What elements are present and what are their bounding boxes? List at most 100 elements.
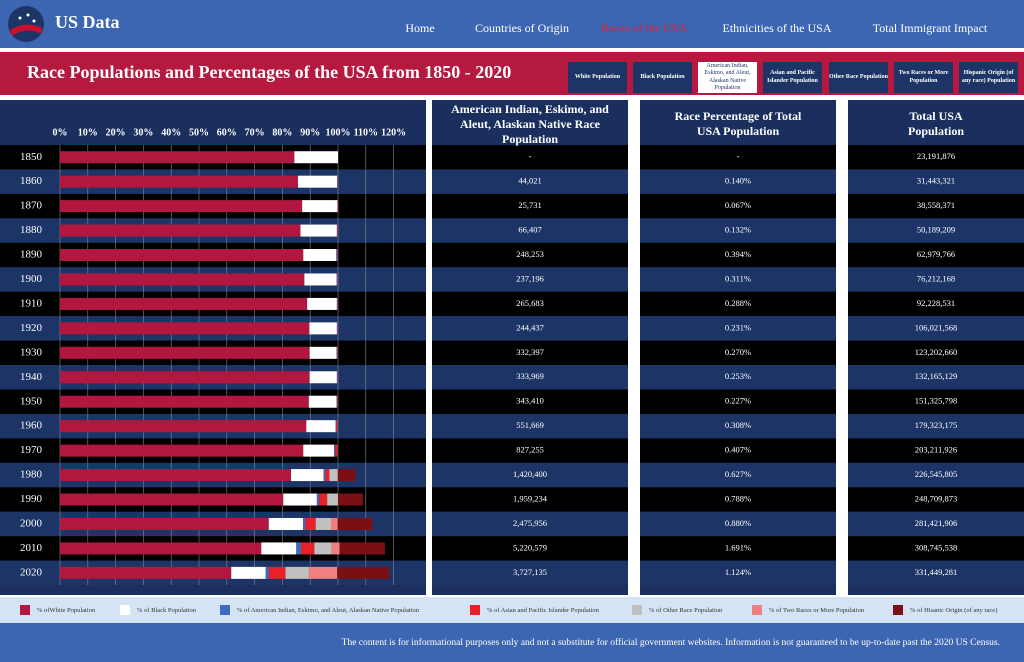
row-background [432, 267, 628, 292]
banner-button[interactable]: Asian and Pacific Islander Population [763, 62, 822, 93]
row-background [432, 413, 628, 439]
row-background [432, 316, 628, 341]
y-tick-label: 2020 [20, 566, 43, 578]
row-background [432, 487, 628, 512]
bar-segment [336, 371, 338, 384]
table-cell: 0.627% [725, 469, 751, 479]
nav-link[interactable]: Total Immigrant Impact [872, 21, 988, 35]
y-tick-label: 1910 [20, 297, 43, 309]
y-tick-label: 1990 [20, 493, 43, 505]
legend-label: % of Hisanic Origin (of any race) [910, 606, 998, 614]
bar-segment [337, 517, 373, 530]
row-background [848, 413, 1024, 439]
y-tick-label: 1870 [20, 200, 43, 212]
table-cell: 132,165,129 [915, 371, 958, 381]
table-cell: - [737, 151, 740, 161]
nav-link[interactable]: Home [405, 21, 435, 35]
banner-button[interactable]: Black Population [633, 62, 692, 93]
bar-segment [301, 542, 315, 555]
row-background [848, 169, 1024, 194]
bar-segment [314, 542, 332, 555]
table-cell: 0.270% [725, 347, 751, 357]
table-cell: 237,196 [516, 273, 544, 283]
table-header: Race Percentage of Total USA Population [674, 109, 802, 138]
row-background [848, 242, 1024, 268]
logo-icon[interactable] [6, 4, 46, 44]
table-header: American Indian, Eskimo, and Aleut, Alas… [451, 101, 609, 146]
table-cell: 248,709,873 [915, 493, 958, 503]
x-tick-label: 80% [272, 127, 292, 138]
x-tick-label: 20% [106, 127, 126, 138]
table-cell: 343,410 [516, 396, 544, 406]
row-background [640, 365, 836, 390]
bar-segment [336, 346, 338, 359]
legend-item: % of Asian and Pacific Islander Populati… [470, 604, 599, 616]
bar-segment [309, 322, 337, 335]
bar-segment [337, 224, 338, 237]
legend-swatch [470, 605, 480, 615]
bar-segment [60, 297, 308, 310]
row-background [640, 413, 836, 439]
row-background [848, 462, 1024, 488]
banner-title: Race Populations and Percentages of the … [27, 62, 512, 82]
row-background [432, 365, 628, 390]
bar-segment [337, 297, 339, 310]
row-background [640, 536, 836, 561]
row-background [432, 218, 628, 243]
row-background [432, 193, 628, 219]
table-cell: 0.394% [725, 249, 751, 259]
table-cell: 62,979,766 [917, 249, 955, 259]
bar-segment [60, 566, 232, 579]
table-cell: 66,407 [518, 225, 541, 235]
bar-segment [337, 493, 363, 506]
table-cell: 151,325,798 [915, 396, 958, 406]
bar-segment [296, 542, 302, 555]
bar-segment [231, 566, 266, 579]
table-cell: 265,683 [516, 298, 544, 308]
bar-segment [60, 371, 310, 384]
row-background [848, 316, 1024, 341]
nav-link[interactable]: Countries of Origin [475, 21, 569, 35]
x-tick-label: 60% [217, 127, 237, 138]
row-background [640, 242, 836, 268]
bar-segment [336, 273, 338, 286]
logo[interactable]: US Data [55, 12, 120, 32]
bar-segment [306, 420, 336, 433]
row-background [640, 267, 836, 292]
legend-item: % of Other Race Population [632, 604, 722, 616]
table-cell: 1.691% [725, 542, 751, 552]
banner-button[interactable]: Other Race Population [829, 62, 888, 93]
bar-segment [337, 273, 339, 286]
table-cell: 179,323,175 [915, 420, 958, 430]
x-tick-label: 30% [133, 127, 153, 138]
y-tick-label: 2010 [20, 542, 43, 554]
banner-button[interactable]: White Population [568, 62, 627, 93]
x-tick-label: 110% [354, 127, 378, 138]
table-cell: 0.253% [725, 371, 751, 381]
banner-button[interactable]: Hispanic Origin (of any race) Population [959, 62, 1018, 93]
banner-button[interactable]: American Indian, Eskimo, and Aleut, Alas… [698, 62, 757, 93]
nav-link[interactable]: Races of the USA [600, 21, 688, 35]
table-cell: 0.311% [725, 273, 751, 283]
table-header: Total USA Population [907, 109, 964, 138]
x-tick-label: 100% [326, 127, 351, 138]
bar-segment [60, 493, 284, 506]
bar-segment [331, 542, 340, 555]
row-background [432, 389, 628, 414]
row-background [848, 487, 1024, 512]
row-background [640, 511, 836, 537]
bar-segment [316, 493, 320, 506]
row-background [848, 365, 1024, 390]
table-cell: 203,211,926 [915, 445, 957, 455]
legend-swatch [752, 605, 762, 615]
table-cell: 331,449,281 [915, 567, 958, 577]
legend-swatch [893, 605, 903, 615]
row-background [848, 218, 1024, 243]
nav-link[interactable]: Ethnicities of the USA [722, 21, 832, 35]
row-background [640, 462, 836, 488]
y-tick-label: 1890 [20, 249, 43, 261]
table-cell: 226,545,805 [915, 469, 958, 479]
table-cell: 31,443,321 [917, 176, 955, 186]
bar-segment [60, 395, 309, 408]
banner-button[interactable]: Two Races or More Population [894, 62, 953, 93]
